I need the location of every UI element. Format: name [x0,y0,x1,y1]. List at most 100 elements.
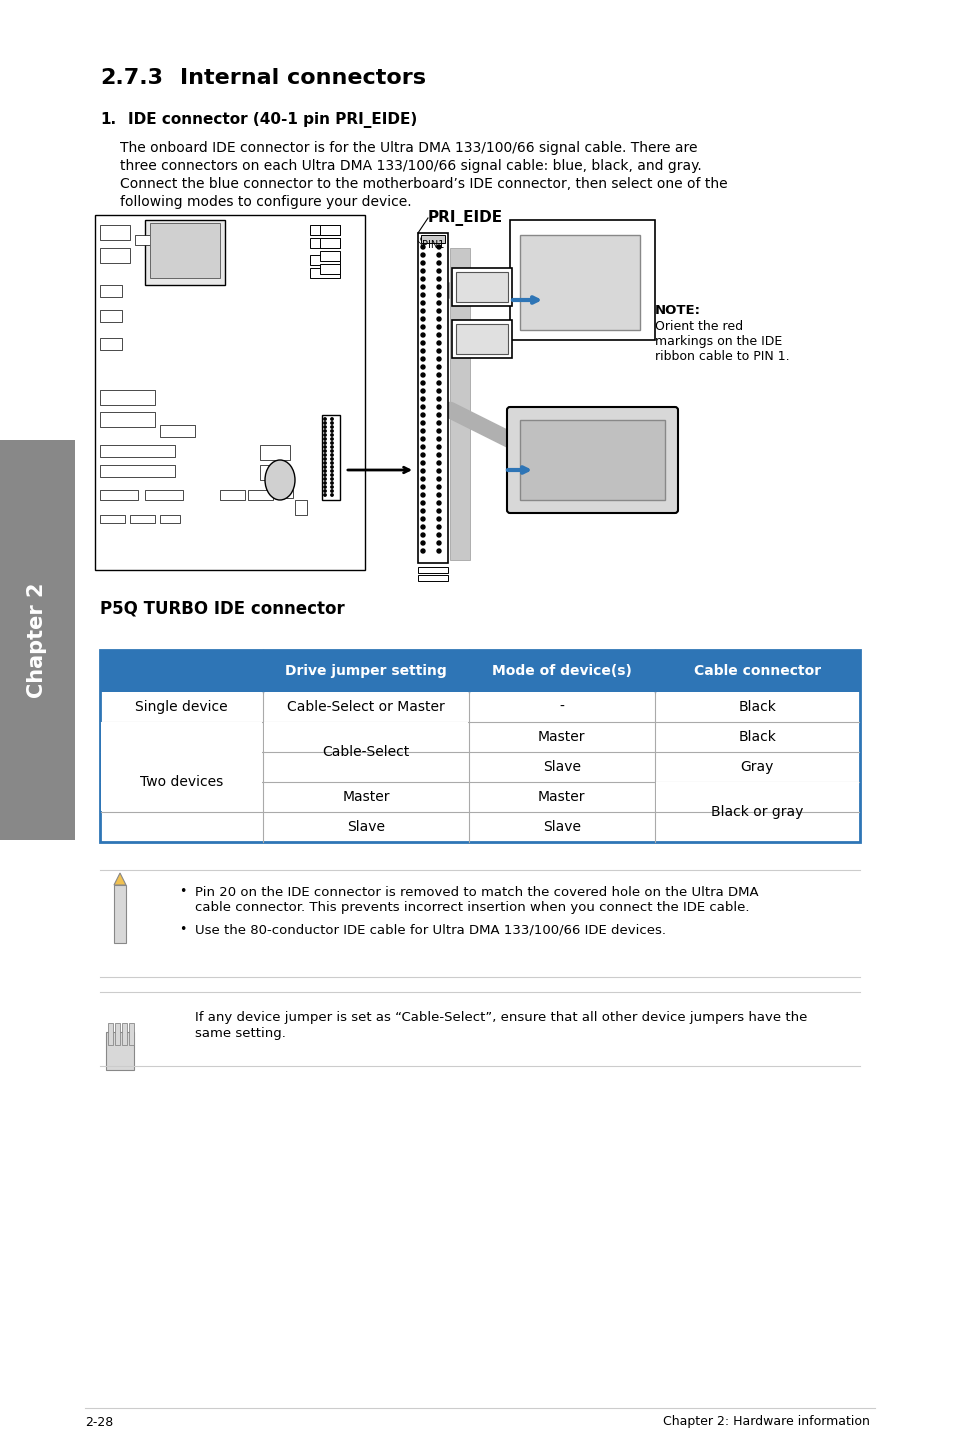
Circle shape [331,473,333,476]
Bar [100,247,130,263]
Circle shape [420,462,424,464]
Bar [417,233,448,564]
Bar [0,440,75,840]
Circle shape [436,253,440,257]
Circle shape [436,413,440,417]
Text: PRI_EIDE: PRI_EIDE [428,210,502,226]
Circle shape [436,421,440,426]
Circle shape [420,334,424,336]
Bar [260,444,290,460]
Text: •: • [179,923,187,936]
Circle shape [436,237,440,242]
Circle shape [331,418,333,420]
Ellipse shape [265,460,294,500]
Bar [100,338,122,349]
Circle shape [436,372,440,377]
Circle shape [323,473,326,476]
Circle shape [420,262,424,265]
Circle shape [331,466,333,469]
Text: 1.: 1. [100,112,116,128]
Bar [319,224,339,234]
FancyBboxPatch shape [506,407,678,513]
Circle shape [420,325,424,329]
Circle shape [436,381,440,385]
Circle shape [436,390,440,393]
Circle shape [331,434,333,436]
Circle shape [323,418,326,420]
Text: Orient the red: Orient the red [655,319,742,332]
Circle shape [331,426,333,429]
Bar [319,265,339,275]
Bar [294,500,307,515]
Bar [100,464,174,477]
Circle shape [331,421,333,424]
Circle shape [436,453,440,457]
Circle shape [420,253,424,257]
Bar [135,234,152,244]
Circle shape [420,453,424,457]
Circle shape [436,509,440,513]
Circle shape [436,541,440,545]
Text: Master: Master [537,789,585,804]
Circle shape [436,365,440,370]
Text: PIN1: PIN1 [421,240,444,250]
Circle shape [420,429,424,433]
Bar [310,267,339,278]
Circle shape [331,441,333,444]
Text: Mode of device(s): Mode of device(s) [491,664,631,677]
Circle shape [436,325,440,329]
Circle shape [436,262,440,265]
Bar [310,224,339,234]
Circle shape [436,244,440,249]
Text: Single device: Single device [135,700,228,715]
Bar [220,490,245,500]
Circle shape [436,500,440,505]
Circle shape [436,462,440,464]
Circle shape [331,462,333,464]
Text: NOTE:: NOTE: [655,303,700,316]
Bar [655,782,858,811]
Text: Master: Master [537,731,585,743]
Bar [420,234,444,243]
Bar [310,239,339,247]
Bar [150,223,220,278]
Bar [100,650,859,692]
Bar [160,515,180,523]
Circle shape [436,334,440,336]
Circle shape [323,470,326,472]
Bar [100,490,138,500]
Bar [100,650,859,843]
Circle shape [331,493,333,496]
Circle shape [331,490,333,492]
Circle shape [420,509,424,513]
Text: following modes to configure your device.: following modes to configure your device… [120,196,411,209]
Bar [108,1022,112,1045]
Circle shape [436,293,440,298]
Circle shape [436,301,440,305]
Text: Black or gray: Black or gray [711,805,802,820]
Polygon shape [450,247,470,559]
Bar [95,216,365,569]
Text: The onboard IDE connector is for the Ultra DMA 133/100/66 signal cable. There ar: The onboard IDE connector is for the Ult… [120,141,697,155]
Circle shape [420,341,424,345]
Circle shape [436,397,440,401]
Circle shape [331,482,333,485]
Text: Two devices: Two devices [140,775,223,789]
Bar [100,413,154,427]
Circle shape [436,357,440,361]
Bar [100,390,154,406]
Bar [100,285,122,298]
Text: three connectors on each Ultra DMA 133/100/66 signal cable: blue, black, and gra: three connectors on each Ultra DMA 133/1… [120,160,701,173]
Circle shape [420,500,424,505]
Circle shape [420,390,424,393]
Text: Slave: Slave [347,820,385,834]
Circle shape [323,441,326,444]
Bar [115,1022,120,1045]
Text: Chapter 2: Hardware information: Chapter 2: Hardware information [662,1415,869,1428]
Circle shape [323,454,326,456]
Bar [417,567,448,572]
Circle shape [436,477,440,480]
Bar [122,1022,127,1045]
Circle shape [420,349,424,352]
Circle shape [436,278,440,280]
